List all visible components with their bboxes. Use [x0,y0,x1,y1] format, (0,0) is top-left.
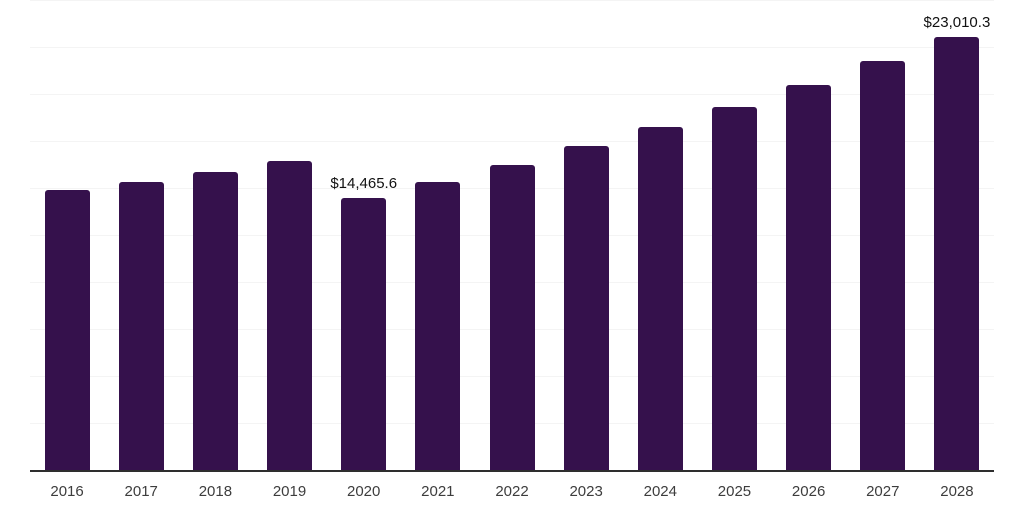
x-axis: 2016 2017 2018 2019 2020 2021 2022 2023 2024 2025… [30,482,994,502]
bar-2016 [44,189,90,470]
bar-2023 [563,146,609,470]
bar-value-label-2028: $23,010.3 [923,14,991,32]
x-axis-label-2020: 2020 [347,483,381,500]
x-axis-label-2021: 2021 [421,483,455,500]
bar-2025 [711,107,757,470]
gridline [30,141,994,142]
x-axis-label-2025: 2025 [717,483,752,500]
bar-2022 [489,165,535,470]
x-axis-label-2016: 2016 [50,483,84,500]
bar-2024 [637,127,683,470]
bar-value-label-2020: $14,465.6 [330,175,398,193]
bar-2028 [934,37,980,470]
x-axis-label-2024: 2024 [643,483,677,500]
gridline [30,94,994,95]
x-axis-label-2028: 2028 [940,483,974,500]
bar-2021 [415,181,461,470]
x-axis-label-2022: 2022 [495,483,529,500]
bar-2027 [860,61,906,470]
plot-area: $14,465.6 $23,010.3 [30,0,994,472]
x-axis-label-2019: 2019 [272,483,307,500]
gridline [30,47,994,48]
x-axis-label-2017: 2017 [124,483,158,500]
x-axis-label-2027: 2027 [866,483,900,500]
x-axis-label-2023: 2023 [569,483,603,500]
bar-2018 [192,171,238,470]
bar-2020 [341,198,387,470]
x-axis-label-2018: 2018 [198,483,233,500]
x-axis-label-2026: 2026 [791,483,826,500]
bar-2017 [118,181,164,470]
bar-2026 [786,85,832,470]
bar-2019 [267,160,313,470]
gridline [30,0,994,1]
